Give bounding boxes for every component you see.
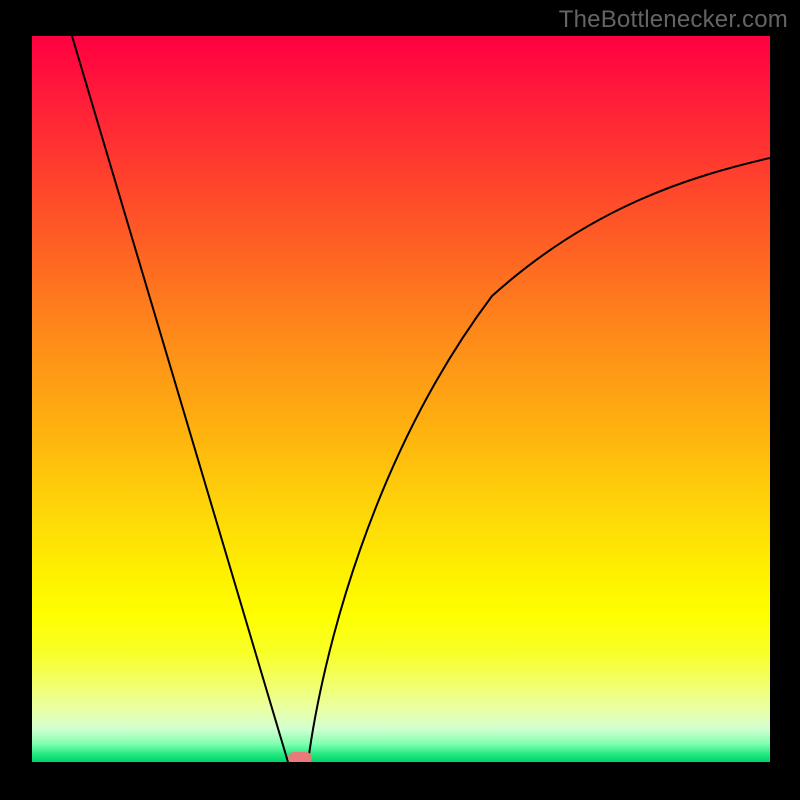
- right-curve-arc: [308, 158, 770, 762]
- min-marker: [288, 752, 312, 762]
- curve-layer: [32, 36, 770, 762]
- left-curve-line: [72, 36, 288, 762]
- watermark-text: TheBottlenecker.com: [559, 6, 788, 34]
- chart-frame: TheBottlenecker.com: [0, 0, 800, 800]
- plot-area: [32, 36, 770, 762]
